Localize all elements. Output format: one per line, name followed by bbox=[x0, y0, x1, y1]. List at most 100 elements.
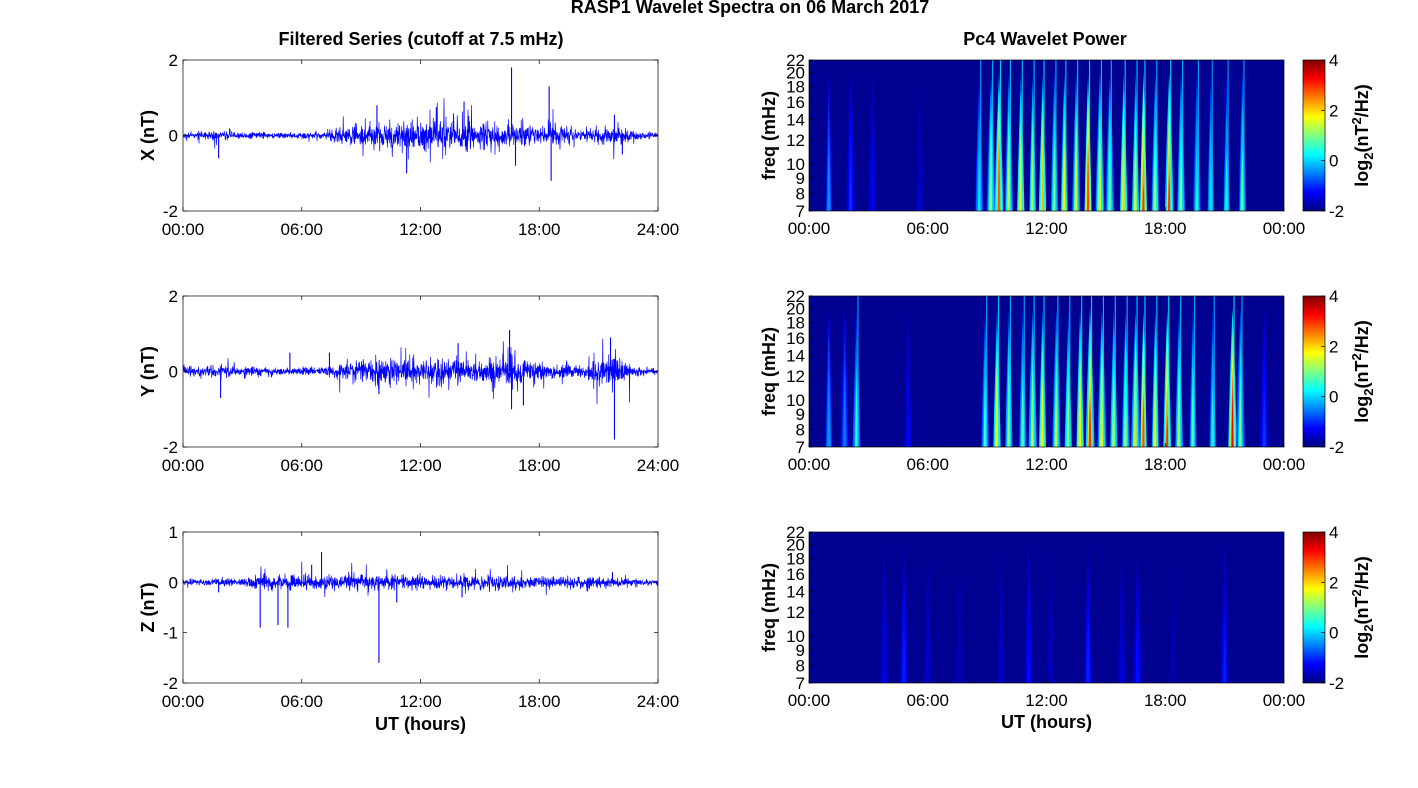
x-tick-label: 12:00 bbox=[399, 456, 442, 475]
heatmap-burst-12 bbox=[1076, 296, 1084, 447]
colorbar-bar bbox=[1302, 295, 1326, 448]
series-line bbox=[183, 561, 658, 598]
x-tick-label: 12:00 bbox=[399, 692, 442, 711]
burst-level bbox=[1019, 132, 1023, 211]
heatmap-burst-10 bbox=[1169, 547, 1177, 683]
heatmap-burst-16 bbox=[1121, 296, 1130, 447]
colorbar-label: log2(nT2/Hz) bbox=[1349, 320, 1376, 422]
burst-level bbox=[1134, 172, 1137, 211]
burst-level bbox=[1031, 416, 1034, 447]
burst-level bbox=[1195, 179, 1199, 211]
heatmap-burst-18 bbox=[1140, 296, 1147, 447]
colorbar-label: log2(nT2/Hz) bbox=[1349, 84, 1376, 186]
heatmap-burst-6 bbox=[1046, 544, 1055, 683]
left-column-title: Filtered Series (cutoff at 7.5 mHz) bbox=[278, 29, 563, 49]
heatmap-burst-6 bbox=[994, 60, 1004, 211]
burst-level bbox=[1074, 150, 1078, 211]
heatmap-burst-5 bbox=[1024, 545, 1033, 683]
heatmap-burst-23 bbox=[1192, 60, 1201, 211]
y-tick-label: -2 bbox=[163, 202, 178, 221]
colorbar-tick-label: -2 bbox=[1329, 438, 1344, 457]
burst-level bbox=[1066, 384, 1070, 447]
burst-level bbox=[1223, 631, 1226, 683]
colorbar-label-part: (nT bbox=[1352, 361, 1372, 389]
burst-level bbox=[827, 151, 831, 211]
right-column-title: Pc4 Wavelet Power bbox=[963, 29, 1126, 49]
burst-level bbox=[1088, 395, 1092, 447]
burst-level bbox=[983, 377, 987, 447]
x-tick-label: 24:00 bbox=[637, 220, 680, 239]
burst-level bbox=[1098, 142, 1102, 211]
colorbar-tick-label: 4 bbox=[1329, 51, 1338, 70]
heatmap-burst-20 bbox=[1151, 60, 1160, 211]
burst-level bbox=[1007, 406, 1011, 447]
heatmap-background bbox=[809, 296, 1284, 447]
colorbar-label-part: (nT bbox=[1352, 125, 1372, 153]
burst-level bbox=[1007, 149, 1011, 211]
y-tick-label: -1 bbox=[163, 624, 178, 643]
x-tick-label: 06:00 bbox=[906, 455, 949, 474]
burst-level bbox=[1211, 384, 1214, 447]
heatmap-burst-1 bbox=[846, 73, 855, 211]
burst-level bbox=[926, 610, 929, 683]
burst-level bbox=[902, 625, 906, 683]
burst-level bbox=[1231, 383, 1234, 447]
burst-level bbox=[977, 150, 981, 211]
burst-level bbox=[1100, 401, 1104, 447]
colorbar-label-part: log bbox=[1352, 396, 1372, 423]
burst-level bbox=[1041, 142, 1044, 211]
y-tick-label: 8 bbox=[796, 420, 805, 439]
burst-level bbox=[1112, 388, 1115, 447]
colorbar-tick-label: -2 bbox=[1329, 202, 1344, 221]
heatmap-burst-4 bbox=[975, 60, 984, 211]
heatmap-burst-22 bbox=[1189, 296, 1197, 447]
heatmap-burst-15 bbox=[1110, 296, 1118, 447]
heatmap-burst-21 bbox=[1175, 296, 1183, 447]
heatmap-burst-7 bbox=[1084, 545, 1092, 683]
burst-level bbox=[1241, 158, 1244, 211]
burst-level bbox=[1019, 175, 1022, 211]
y-tick-label: 1 bbox=[169, 523, 178, 542]
colorbar-tick-label: 0 bbox=[1329, 624, 1338, 643]
burst-level bbox=[995, 407, 999, 447]
burst-level bbox=[1030, 368, 1035, 447]
x-tick-label: 00:00 bbox=[1263, 691, 1306, 710]
x-tick-label: 18:00 bbox=[1144, 219, 1187, 238]
colorbar-label-part: 2 bbox=[1361, 624, 1376, 631]
heatmap-burst-25 bbox=[1235, 296, 1245, 447]
heatmap-burst-14 bbox=[1097, 296, 1107, 447]
heatmap-burst-3 bbox=[955, 544, 964, 683]
heatmap-burst-18 bbox=[1132, 60, 1140, 211]
burst-level bbox=[1195, 141, 1199, 211]
heatmap-burst-3 bbox=[904, 309, 912, 447]
burst-level bbox=[1225, 153, 1228, 211]
y-tick-label: 9 bbox=[796, 169, 805, 188]
burst-level bbox=[997, 137, 1001, 211]
heatmap-burst-8 bbox=[1028, 296, 1037, 447]
burst-level bbox=[1154, 153, 1157, 211]
colorbar-label: log2(nT2/Hz) bbox=[1349, 556, 1376, 658]
y-tick-label: 7 bbox=[796, 438, 805, 457]
x-tick-label: 06:00 bbox=[906, 219, 949, 238]
burst-level bbox=[1133, 122, 1138, 211]
x-tick-label: 06:00 bbox=[906, 691, 949, 710]
colorbar-label-part: log bbox=[1352, 632, 1372, 659]
burst-level bbox=[1167, 170, 1171, 211]
heatmap-burst-7 bbox=[1004, 60, 1013, 211]
burst-level bbox=[1049, 630, 1052, 683]
heatmap-burst-26 bbox=[1259, 310, 1269, 447]
heatmap-burst-20 bbox=[1163, 296, 1172, 447]
colorbar-label-part: 2 bbox=[1349, 589, 1364, 596]
burst-level bbox=[989, 170, 993, 211]
y-tick-label: 22 bbox=[786, 51, 805, 70]
colorbar-label-part: /Hz) bbox=[1352, 320, 1372, 353]
wavelet-panel-1: 00:00 06:00 12:00 18:00 00:00789101214161820… bbox=[759, 51, 1376, 238]
burst-level bbox=[1108, 151, 1111, 211]
heatmap-burst-0 bbox=[825, 309, 833, 447]
burst-level bbox=[1086, 615, 1090, 683]
y-tick-label: 18 bbox=[786, 313, 805, 332]
